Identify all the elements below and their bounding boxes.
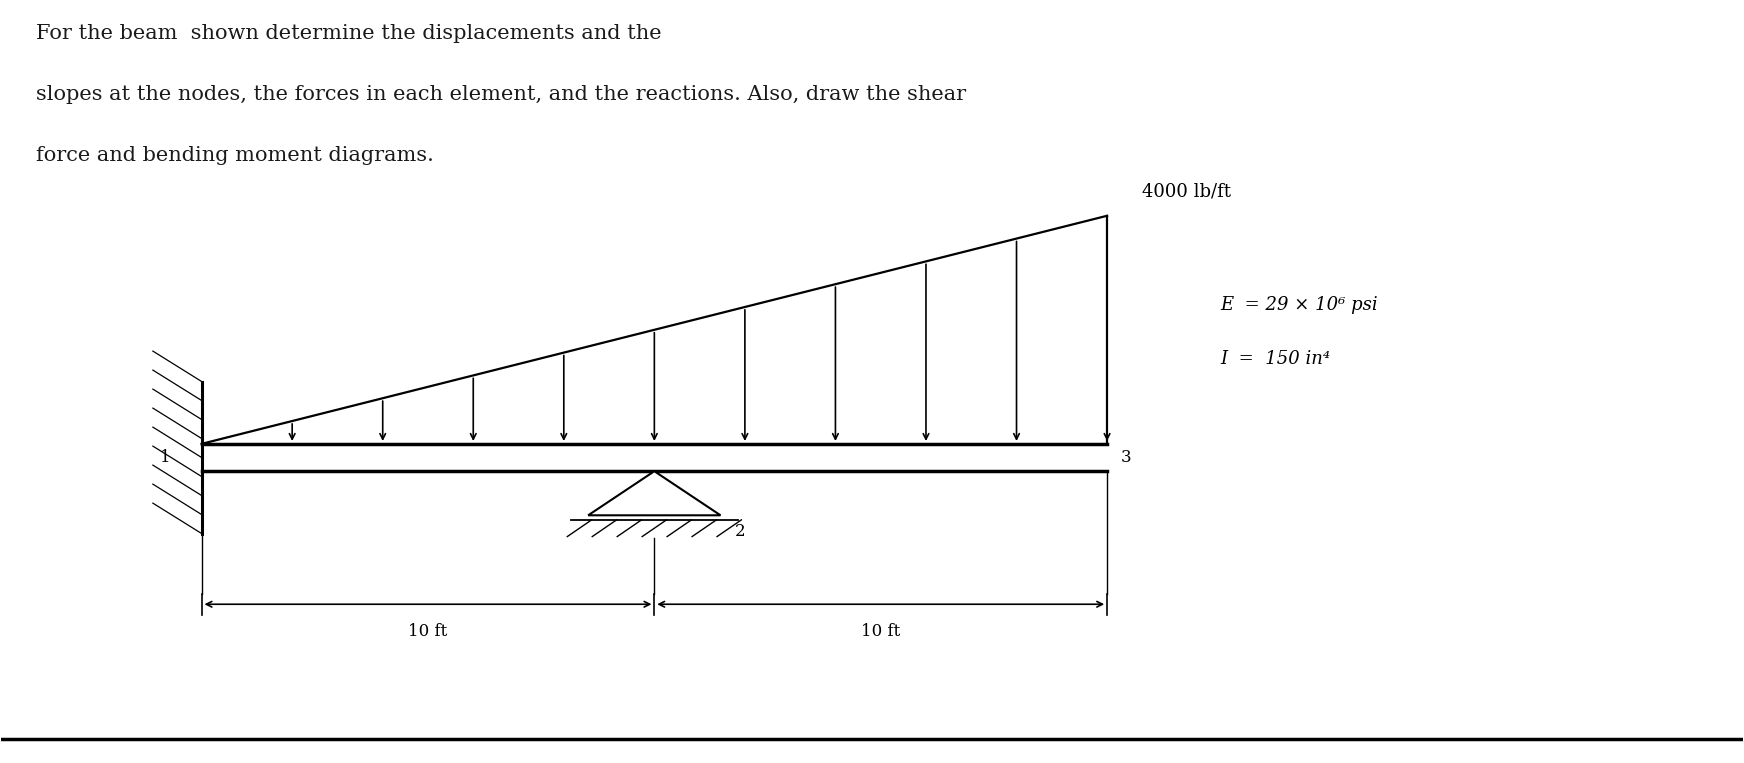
Text: 4000 lb/ft: 4000 lb/ft: [1142, 182, 1231, 201]
Text: 1: 1: [160, 449, 171, 466]
Text: force and bending moment diagrams.: force and bending moment diagrams.: [37, 146, 434, 165]
Text: For the beam  shown determine the displacements and the: For the beam shown determine the displac…: [37, 24, 661, 43]
Polygon shape: [588, 472, 720, 515]
Text: 3: 3: [1121, 449, 1132, 466]
Text: 10 ft: 10 ft: [408, 623, 448, 640]
Text: slopes at the nodes, the forces in each element, and the reactions. Also, draw t: slopes at the nodes, the forces in each …: [37, 85, 966, 104]
Text: I  =  150 in⁴: I = 150 in⁴: [1221, 349, 1331, 368]
Text: 10 ft: 10 ft: [862, 623, 900, 640]
Text: E  = 29 × 10⁶ psi: E = 29 × 10⁶ psi: [1221, 297, 1378, 314]
Text: 2: 2: [734, 523, 745, 540]
